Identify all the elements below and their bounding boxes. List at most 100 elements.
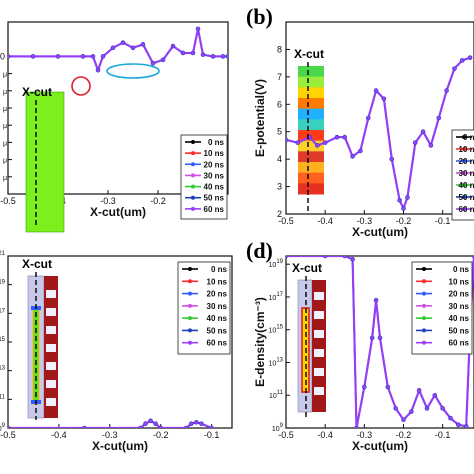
legend-entry: 0 ns xyxy=(211,265,228,274)
legend-marker xyxy=(422,279,426,284)
xcut-annotation: X-cut xyxy=(22,257,52,271)
x-tick-label: -0.2 xyxy=(150,196,166,206)
legend-marker xyxy=(191,140,195,144)
legend-entry: 20 ns xyxy=(207,290,228,299)
data-point xyxy=(190,50,196,56)
x-tick-label: -0.3 xyxy=(100,196,116,206)
data-point xyxy=(140,42,146,47)
data-point xyxy=(322,256,328,259)
data-point xyxy=(209,425,214,428)
data-point xyxy=(143,421,148,427)
legend-entry: 30 ns xyxy=(449,302,470,311)
device-inset-slot xyxy=(314,349,324,357)
legend-entry: 40 ns xyxy=(459,181,474,190)
y-tick-label: 1017 xyxy=(269,292,284,302)
device-inset-band xyxy=(298,87,324,99)
data-point xyxy=(463,424,469,428)
series-group xyxy=(286,256,474,428)
highlight-circle-red xyxy=(71,76,91,96)
data-point xyxy=(200,52,206,57)
legend-entry: 20 ns xyxy=(459,157,474,166)
x-tick-label: -0.5 xyxy=(278,216,294,226)
legend-entry: 60 ns xyxy=(449,339,470,348)
legend-entry: 10 ns xyxy=(207,277,228,286)
x-tick-label: -0.5 xyxy=(0,430,16,440)
data-point xyxy=(452,66,457,71)
device-inset-band xyxy=(298,98,324,110)
data-point xyxy=(130,45,136,51)
x-axis-label: X-cut(um) xyxy=(92,439,148,453)
data-point xyxy=(440,406,445,411)
x-tick-label: -0.5 xyxy=(278,430,294,440)
legend-entry: 50 ns xyxy=(204,194,225,203)
legend-marker xyxy=(422,291,426,296)
data-point xyxy=(55,54,61,59)
y-tick-label: 1017 xyxy=(0,308,6,318)
data-point xyxy=(120,40,126,45)
data-point xyxy=(416,388,422,393)
xcut-annotation: X-cut xyxy=(292,261,322,275)
x-tick-label: -0.2 xyxy=(396,216,412,226)
legend-entry: 40 ns xyxy=(204,183,225,192)
legend-box xyxy=(180,134,228,220)
legend-entry: 0 ns xyxy=(208,138,225,147)
y-tick-label: 5 xyxy=(277,127,282,137)
data-point xyxy=(148,418,153,424)
panel-b: -0.5 -0.4 -0.3 -0.2 -0.1 X-cut(um) 2 3 4 5 6 7 8 E-po… xyxy=(246,4,474,239)
x-tick-label: -0.4 xyxy=(51,430,67,440)
data-point xyxy=(401,417,406,423)
y-tick-label: μ xyxy=(3,72,7,79)
data-point xyxy=(459,58,465,63)
legend-marker xyxy=(191,173,195,178)
y-tick-label: 6 xyxy=(277,99,282,109)
legend-marker xyxy=(422,340,426,345)
data-point xyxy=(8,425,11,428)
data-point xyxy=(180,50,186,56)
legend-marker xyxy=(462,183,466,187)
device-inset-slot xyxy=(46,308,56,316)
y-axis-label: E-potential(V) xyxy=(253,79,267,157)
data-point xyxy=(365,115,371,121)
data-point xyxy=(188,421,194,427)
legend-marker xyxy=(191,206,195,211)
legend-marker xyxy=(188,267,192,271)
y-tick-label: 2 xyxy=(277,209,282,219)
legend-marker xyxy=(422,267,426,271)
legend-marker xyxy=(188,303,192,308)
device-inset-slot xyxy=(46,380,56,388)
data-point xyxy=(160,57,166,63)
data-point xyxy=(456,422,461,428)
y-tick-label: μ xyxy=(3,123,7,130)
legend-entry: 60 ns xyxy=(207,339,228,348)
legend-marker xyxy=(462,135,466,139)
y-tick-label: 8 xyxy=(277,44,282,54)
device-inset-slot xyxy=(46,344,56,352)
panel-letter: (b) xyxy=(246,4,273,29)
data-point xyxy=(358,148,363,154)
x-tick-label: -0.3 xyxy=(102,430,118,440)
legend-entry: 50 ns xyxy=(459,193,474,202)
y-tick-label: 1021 xyxy=(0,251,6,261)
x-axis-label: X-cut(um) xyxy=(352,225,408,239)
device-inset-slot xyxy=(314,368,324,376)
y-tick-label: 3 xyxy=(277,182,282,192)
device-inset-slot xyxy=(314,292,324,300)
legend-marker xyxy=(422,303,426,308)
device-inset-band xyxy=(298,140,324,152)
y-tick-label: 1015 xyxy=(0,337,6,347)
data-point xyxy=(424,406,430,411)
device-inset-slot xyxy=(314,330,324,338)
data-point xyxy=(220,54,226,59)
data-point xyxy=(334,134,340,140)
data-point xyxy=(369,335,375,341)
data-point xyxy=(342,256,348,259)
data-point xyxy=(362,384,367,390)
data-point xyxy=(183,425,189,428)
x-tick-label: -0.5 xyxy=(0,196,16,206)
device-inset-slot xyxy=(314,311,324,319)
data-point xyxy=(286,256,289,259)
y-tick-label: μ xyxy=(3,89,7,96)
data-point xyxy=(444,88,449,93)
data-point xyxy=(82,425,87,428)
data-point xyxy=(322,140,328,145)
